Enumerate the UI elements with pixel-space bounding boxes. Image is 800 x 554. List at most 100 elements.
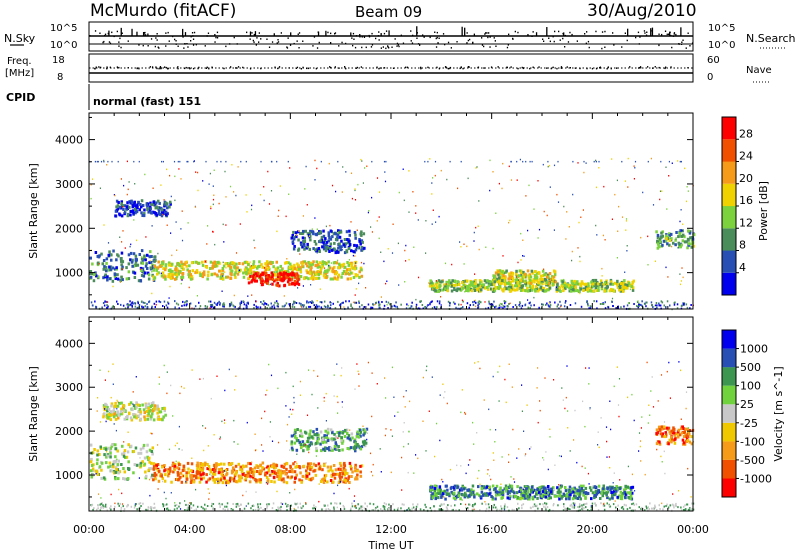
echo-cell xyxy=(339,477,342,480)
echo-cell xyxy=(307,277,310,281)
echo-cell xyxy=(111,443,114,447)
echo-cell xyxy=(201,263,205,267)
echo-cell xyxy=(107,413,111,417)
ground-scatter-cell xyxy=(655,302,658,304)
echo-cell xyxy=(361,247,365,251)
echo-cell xyxy=(303,277,306,281)
echo-cell xyxy=(211,468,215,472)
sparse-echo xyxy=(647,160,649,163)
echo-cell xyxy=(354,463,357,467)
echo-cell xyxy=(143,212,146,216)
echo-cell xyxy=(106,413,109,417)
freq-point xyxy=(467,66,469,68)
ground-scatter-cell xyxy=(146,306,149,308)
echo-cell xyxy=(127,443,130,447)
echo-cell xyxy=(146,267,149,270)
echo-cell xyxy=(536,283,539,287)
echo-cell xyxy=(201,466,205,470)
echo-cell xyxy=(153,276,157,280)
nsearch-point xyxy=(214,34,216,36)
ground-scatter-cell xyxy=(111,306,114,309)
sparse-echo xyxy=(187,160,189,163)
nsearch-point xyxy=(442,33,445,35)
echo-cell xyxy=(271,282,274,286)
echo-cell xyxy=(341,441,344,445)
echo-cell xyxy=(122,404,125,407)
nsearch-point xyxy=(258,41,260,43)
ground-scatter-cell xyxy=(626,304,629,307)
echo-cell xyxy=(317,437,320,441)
echo-cell xyxy=(176,466,179,470)
echo-cell xyxy=(524,275,527,279)
echo-cell xyxy=(360,445,364,449)
ground-scatter-cell xyxy=(607,306,610,309)
echo-cell xyxy=(547,497,550,500)
echo-cell xyxy=(140,274,144,277)
echo-cell xyxy=(90,464,94,467)
echo-cell xyxy=(333,476,337,480)
echo-cell xyxy=(186,268,189,272)
echo-cell xyxy=(656,236,660,240)
ground-scatter-cell xyxy=(103,304,106,307)
echo-cell xyxy=(100,476,103,480)
ground-scatter-cell xyxy=(107,305,109,308)
echo-cell xyxy=(164,473,167,477)
freq-point xyxy=(477,66,479,69)
sparse-echo xyxy=(426,305,428,307)
ground-scatter-cell xyxy=(646,301,648,304)
echo-cell xyxy=(574,289,577,293)
echo-cell xyxy=(181,262,184,266)
echo-cell xyxy=(321,441,324,445)
sparse-echo xyxy=(212,230,214,233)
echo-cell xyxy=(453,484,457,488)
echo-cell xyxy=(295,235,298,239)
sparse-echo xyxy=(434,174,436,177)
echo-cell xyxy=(319,239,322,243)
nsearch-point xyxy=(187,46,189,48)
echo-cell xyxy=(491,287,495,291)
ground-scatter-cell xyxy=(378,307,380,309)
echo-cell xyxy=(330,248,334,252)
echo-cell xyxy=(349,277,352,281)
echo-cell xyxy=(330,269,334,273)
echo-cell xyxy=(329,479,333,482)
echo-cell xyxy=(318,265,321,269)
ground-scatter-cell xyxy=(498,304,501,307)
echo-cell xyxy=(104,273,107,277)
echo-cell xyxy=(524,272,527,276)
echo-cell xyxy=(507,285,511,289)
echo-cell xyxy=(682,427,685,430)
sparse-echo xyxy=(519,158,521,161)
echo-cell xyxy=(363,428,367,432)
echo-cell xyxy=(137,200,140,204)
echo-cell xyxy=(348,447,351,451)
nsearch-point xyxy=(668,33,670,35)
echo-cell xyxy=(509,495,512,499)
ground-scatter-cell xyxy=(197,505,199,508)
ground-scatter-cell xyxy=(127,306,129,309)
echo-cell xyxy=(306,440,310,444)
sparse-echo xyxy=(583,171,585,174)
ground-scatter-cell xyxy=(174,300,176,303)
echo-cell xyxy=(358,270,361,274)
power-colorbar-tick-label: 28 xyxy=(739,127,753,140)
echo-cell xyxy=(276,275,280,279)
echo-cell xyxy=(533,276,537,280)
sparse-echo xyxy=(277,215,279,217)
echo-cell xyxy=(621,283,625,287)
echo-cell xyxy=(510,484,514,488)
echo-cell xyxy=(509,484,512,488)
sparse-echo xyxy=(345,171,347,173)
echo-cell xyxy=(332,480,335,484)
sparse-echo xyxy=(269,283,272,285)
echo-cell xyxy=(498,279,501,282)
sparse-echo xyxy=(376,220,378,222)
nsearch-point xyxy=(108,41,111,43)
echo-cell xyxy=(161,418,164,422)
nsearch-point xyxy=(664,30,667,32)
ground-scatter-cell xyxy=(302,305,305,308)
echo-cell xyxy=(432,288,436,292)
ground-scatter-cell xyxy=(259,306,262,309)
echo-cell xyxy=(439,488,442,492)
echo-cell xyxy=(538,486,541,490)
